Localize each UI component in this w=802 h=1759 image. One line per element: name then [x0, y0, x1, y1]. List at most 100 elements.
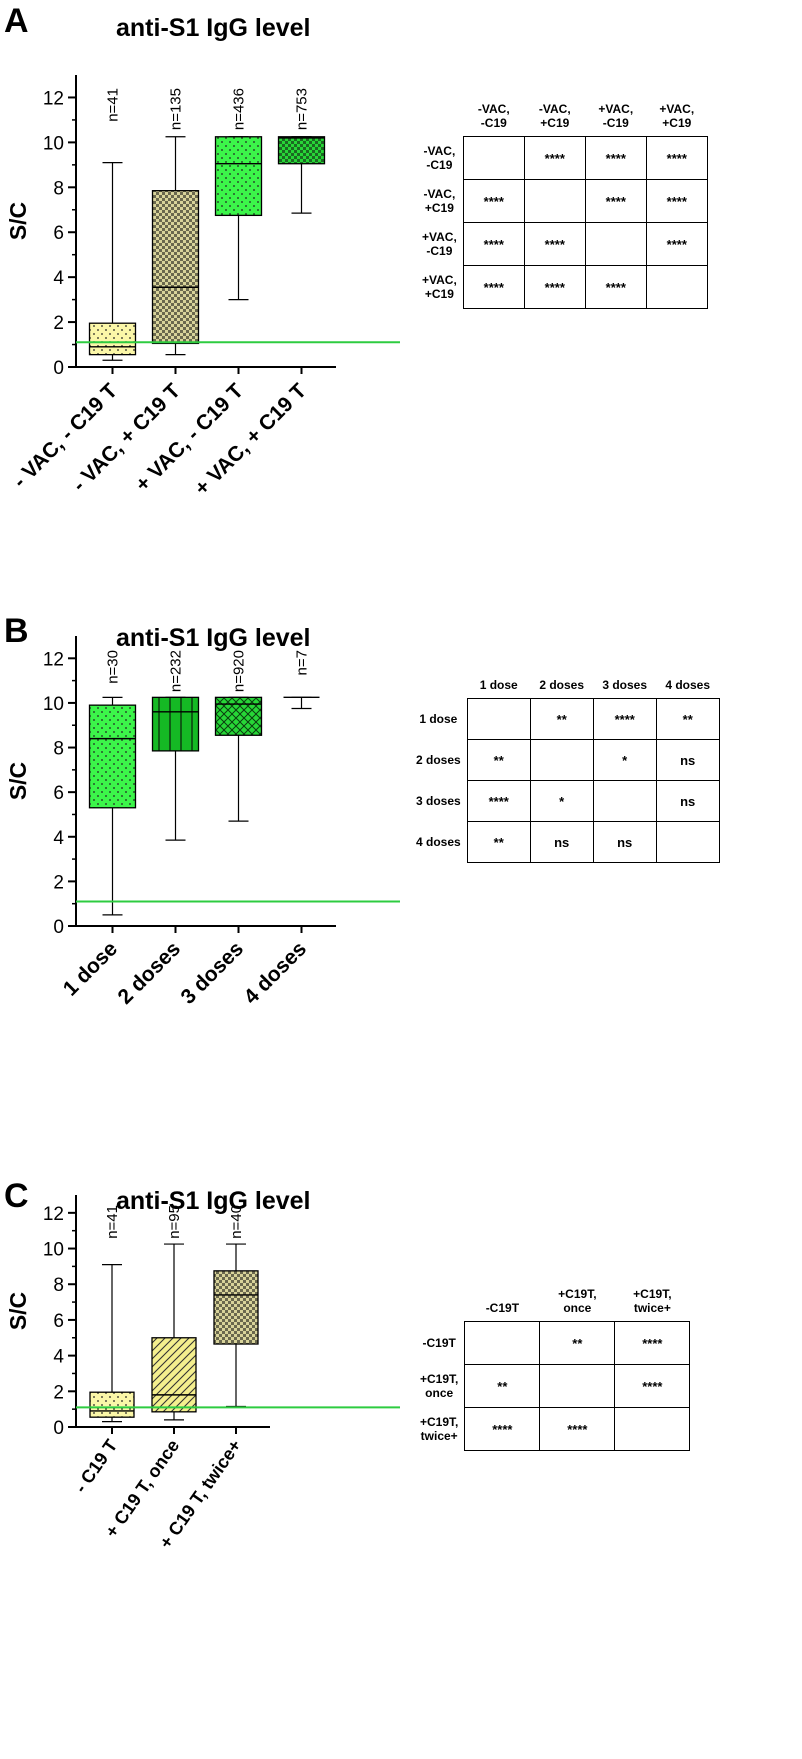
box-pattern: [152, 190, 199, 344]
table-cell: ****: [645, 136, 708, 180]
table-cell: [523, 179, 586, 223]
table-cell: **: [529, 698, 594, 740]
table-row: 4 doses ** ns ns: [414, 821, 720, 863]
box-1: [88, 696, 137, 916]
panel-a: A anti-S1 IgG level 0 2 4 6 8 10 12 S/C n=41 - VA…: [0, 0, 802, 600]
n-label: n=30: [105, 650, 122, 684]
table-cell: [614, 1407, 691, 1451]
panel-c: C anti-S1 IgG level 0 2 4 6 8 10 12 S/C n=41 - C1…: [0, 1175, 802, 1759]
box-outline: [151, 1337, 197, 1413]
box-outline: [88, 322, 137, 356]
table-row: 2 doses ** * ns: [414, 739, 720, 781]
n-label: n=920: [231, 650, 248, 692]
n-label: n=753: [294, 88, 311, 130]
significance-table: 1 dose 2 doses 3 doses 4 doses 1 dose ** **** *…: [414, 676, 720, 863]
y-tick-label: 2: [53, 313, 64, 334]
x-tick-label: 1 dose: [59, 937, 122, 1000]
table-row: 3 doses **** * ns: [414, 780, 720, 822]
y-tick-label: 8: [53, 1275, 64, 1296]
table-row-header: -VAC, +C19: [423, 187, 456, 215]
table-cell: ****: [584, 265, 647, 309]
table-cell: ns: [655, 780, 720, 822]
table-cell: *: [592, 739, 657, 781]
n-label: n=232: [168, 650, 185, 692]
table-cell: ****: [523, 136, 586, 180]
table-col-header: -C19T: [485, 1301, 520, 1315]
table-cell: ****: [523, 222, 586, 266]
n-label: n=40: [228, 1205, 245, 1239]
box-3: [213, 1243, 259, 1408]
table-col-header: +C19T, once: [558, 1287, 597, 1315]
table-row: -C19T ** ****: [418, 1321, 691, 1365]
y-tick-label: 0: [53, 917, 64, 938]
x-tick-label: - C19 T: [70, 1436, 121, 1497]
table-cell: [539, 1364, 616, 1408]
box-4: [277, 136, 326, 214]
box-2: [151, 136, 200, 356]
box-outline: [214, 696, 263, 736]
table-cell: ****: [462, 265, 525, 309]
box-3: [214, 696, 263, 822]
significance-table: -C19T +C19T, once +C19T, twice+ -C19T ** ****…: [418, 1285, 691, 1451]
box-outline: [213, 1270, 259, 1345]
x-tick-label: 2 doses: [113, 937, 185, 1009]
table-cell: ****: [466, 780, 531, 822]
table-row: 1 dose ** **** **: [414, 698, 720, 740]
table-cell: [462, 136, 525, 180]
box-2: [151, 696, 200, 841]
box-3: [214, 136, 263, 301]
y-tick-label: 0: [53, 358, 64, 379]
y-tick-label: 10: [43, 694, 64, 715]
table-cell: ****: [523, 265, 586, 309]
x-tick-label: 3 doses: [176, 937, 248, 1009]
box-pattern: [278, 136, 325, 164]
box-pattern: [152, 1337, 196, 1412]
table-cell: ****: [462, 179, 525, 223]
significance-table: -VAC, -C19 -VAC, +C19 +VAC, -C19 +VAC, +C19…: [420, 100, 708, 309]
table-cell: ns: [529, 821, 594, 863]
y-tick-label: 8: [53, 178, 64, 199]
y-tick-label: 4: [53, 828, 64, 849]
x-tick-label: + VAC, - C19 T: [131, 379, 248, 496]
table-cell: ****: [464, 1407, 541, 1451]
y-tick-label: 4: [53, 268, 64, 289]
box-outline: [151, 190, 200, 345]
table-row-header: 2 doses: [416, 753, 461, 767]
table-row-header: +C19T, once: [420, 1372, 459, 1400]
panel-letter: C: [4, 1177, 29, 1215]
y-tick-label: 12: [43, 88, 64, 109]
table-cell: *: [529, 780, 594, 822]
table-cell: ****: [462, 222, 525, 266]
table-cell: ****: [584, 179, 647, 223]
table-cell: ****: [614, 1321, 691, 1365]
table-row-header: 1 dose: [419, 712, 458, 726]
table-cell: ****: [614, 1364, 691, 1408]
y-axis-label: S/C: [5, 1292, 31, 1330]
table-cell: [466, 698, 531, 740]
n-label: n=436: [231, 88, 248, 130]
y-tick-label: 8: [53, 739, 64, 760]
table-cell: **: [655, 698, 720, 740]
table-col-header: +VAC, +C19: [659, 102, 695, 130]
y-tick-label: 12: [43, 649, 64, 670]
panel-b: B anti-S1 IgG level 0 2 4 6 8 10 12 S/C n=30 1 do…: [0, 610, 802, 1170]
n-label: n=41: [104, 1205, 121, 1239]
table-cell: ns: [655, 739, 720, 781]
table-col-header: 4 doses: [665, 678, 711, 692]
y-tick-label: 12: [43, 1204, 64, 1225]
table-corner: [418, 1285, 465, 1322]
table-cell: [645, 265, 708, 309]
box-pattern: [89, 705, 136, 808]
box-pattern: [214, 1270, 258, 1345]
box-pattern: [90, 1392, 134, 1418]
table-cell: **: [464, 1364, 541, 1408]
table-col-header: 1 dose: [479, 678, 518, 692]
table-cell: **: [466, 821, 531, 863]
panel-letter: B: [4, 612, 29, 650]
box-pattern: [215, 136, 262, 216]
n-label: n=41: [105, 88, 122, 122]
y-tick-label: 6: [53, 1311, 64, 1332]
table-col-header: 2 doses: [539, 678, 585, 692]
y-axis-label: S/C: [5, 202, 31, 240]
